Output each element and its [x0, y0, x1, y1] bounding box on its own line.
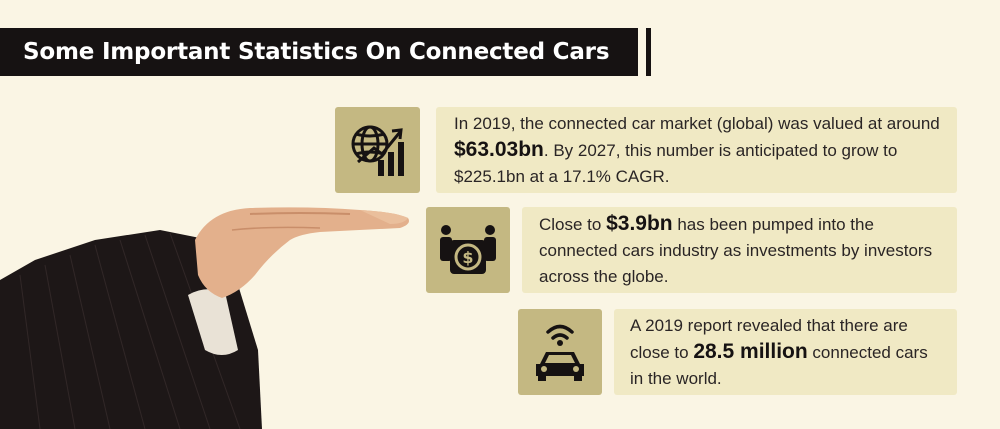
stat-highlight: $3.9bn — [606, 211, 673, 235]
globe-growth-chart-icon — [351, 125, 404, 176]
open-hand-illustration — [0, 207, 409, 429]
stat-text-box: A 2019 report revealed that there are cl… — [614, 309, 957, 395]
stat-icon-box: $ — [426, 207, 510, 293]
stat-icon-box — [518, 309, 602, 395]
stat-highlight: $63.03bn — [454, 137, 544, 161]
stat-text: Close to $3.9bn has been pumped into the… — [539, 211, 933, 286]
stat-highlight: 28.5 million — [693, 339, 808, 363]
title-accent-bar — [646, 28, 651, 76]
stat-text: In 2019, the connected car market (globa… — [454, 113, 940, 186]
stat-text-box: In 2019, the connected car market (globa… — [436, 107, 957, 193]
stat-text: A 2019 report revealed that there are cl… — [630, 315, 928, 388]
stat-text-box: Close to $3.9bn has been pumped into the… — [522, 207, 957, 293]
page-title: Some Important Statistics On Connected C… — [0, 28, 638, 76]
connected-car-icon — [536, 324, 584, 381]
svg-text:$: $ — [462, 248, 473, 267]
stat-icon-box — [335, 107, 420, 193]
investors-dollar-icon: $ — [440, 225, 496, 274]
